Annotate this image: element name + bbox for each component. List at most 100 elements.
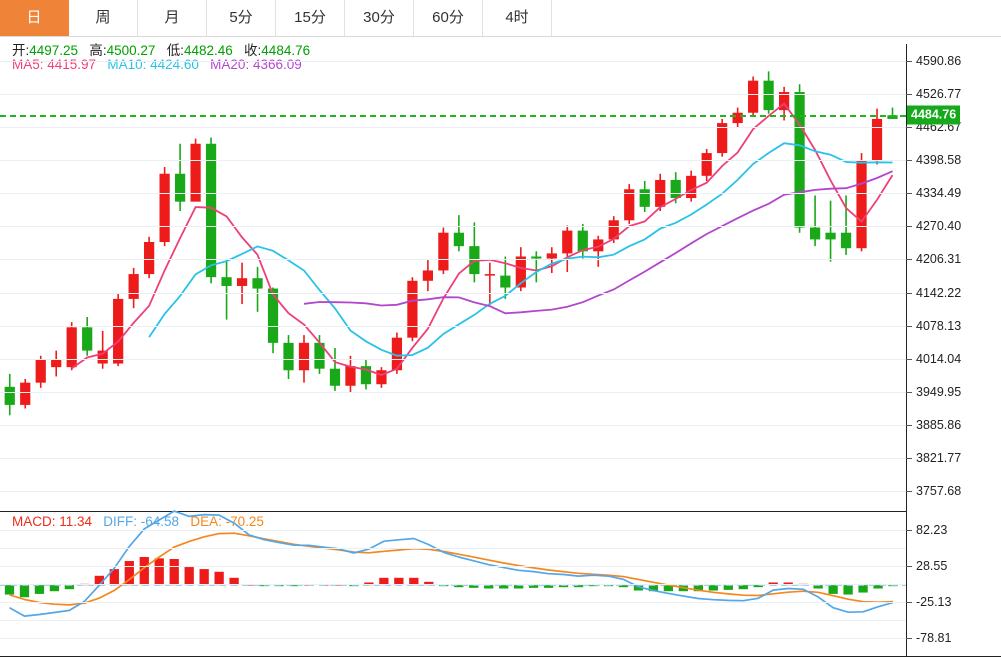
macd-bar [424, 581, 434, 586]
price-axis-label: 4590.86 [916, 54, 962, 68]
macd-bar [588, 585, 599, 587]
gridline [0, 226, 906, 227]
macd-bar [708, 585, 718, 591]
candle-body [670, 179, 681, 199]
ma10-line [148, 142, 893, 357]
macd-bar [813, 585, 823, 589]
price-axis-label: 4142.22 [916, 286, 962, 300]
price-axis-label: 3885.86 [916, 418, 962, 432]
low-label: 低: [166, 43, 184, 58]
macd-bar [244, 584, 254, 586]
macd-bar [618, 585, 629, 588]
macd-bar [514, 585, 524, 589]
candle-body [128, 274, 139, 299]
macd-bar [34, 585, 45, 594]
quote-header: 开:4497.25 高:4500.27 低:4482.46 收:4484.76 … [0, 38, 1001, 74]
macd-bar [394, 577, 404, 586]
ma10-legend: MA10: 4424.60 [107, 57, 199, 72]
candle-body [500, 275, 511, 288]
axis-tick [906, 359, 912, 360]
candle-body [639, 189, 650, 207]
candle-body [283, 342, 294, 371]
macd-bar [828, 585, 838, 594]
macd-bar [4, 585, 15, 595]
candle-body [515, 256, 526, 288]
macd-bar [364, 582, 374, 586]
price-chart-pane[interactable] [0, 44, 906, 508]
axis-tick [906, 491, 912, 492]
price-axis-label: 3821.77 [916, 451, 962, 465]
candle-body [856, 160, 867, 249]
macd-bar [229, 577, 239, 586]
candle-body [144, 242, 155, 275]
tab-30min[interactable]: 30分 [345, 0, 414, 36]
ma-legend: MA5: 4415.97 MA10: 4424.60 MA20: 4366.09 [12, 57, 302, 72]
low-value: 4482.46 [183, 43, 233, 58]
tab-60min[interactable]: 60分 [414, 0, 483, 36]
tab-week[interactable]: 周 [69, 0, 138, 36]
candle-body [51, 359, 62, 368]
candle-body [732, 112, 743, 124]
tab-15min[interactable]: 15分 [276, 0, 345, 36]
axis-tick [906, 638, 912, 639]
candle-body [593, 239, 604, 252]
macd-legend: MACD: 11.34 DIFF: -64.58 DEA: -70.25 [12, 514, 264, 529]
candle-body [686, 175, 697, 199]
candle-body [391, 337, 403, 371]
macd-bar [19, 585, 30, 598]
candle-body [97, 350, 108, 364]
macd-value: MACD: 11.34 [12, 514, 93, 529]
candle-body [267, 288, 279, 343]
candle-body [252, 278, 263, 289]
diff-value: DIFF: -64.58 [103, 514, 180, 529]
macd-bar [289, 585, 299, 587]
open-label: 开: [12, 43, 30, 58]
ma5-legend: MA5: 4415.97 [12, 57, 97, 72]
axis-tick [906, 392, 912, 393]
gridline [0, 259, 906, 260]
candle-body [577, 230, 588, 252]
candle-body [298, 342, 310, 371]
gridline [0, 359, 906, 360]
candle-body [345, 366, 356, 386]
macd-bar [64, 585, 75, 590]
gridline [0, 94, 906, 95]
candle-body [113, 298, 124, 364]
price-axis-label: 4398.58 [916, 153, 962, 167]
tab-month[interactable]: 月 [138, 0, 207, 36]
macd-bar [469, 585, 479, 588]
macd-histogram [0, 510, 906, 617]
candle-body [66, 327, 77, 368]
macd-bar [723, 585, 733, 590]
candle-body [376, 370, 387, 385]
price-axis-label: 4014.04 [916, 352, 962, 366]
macd-axis-label: -25.13 [916, 595, 952, 609]
axis-tick [906, 94, 912, 95]
macd-bar [379, 577, 389, 586]
macd-bar [783, 582, 793, 586]
candle-body [314, 342, 325, 369]
dea-value: DEA: -70.25 [190, 514, 264, 529]
axis-tick [906, 530, 912, 531]
tab-5min[interactable]: 5分 [207, 0, 276, 36]
macd-axis-label: 28.55 [916, 559, 948, 573]
macd-bar [573, 585, 584, 588]
tab-4hour[interactable]: 4时 [483, 0, 552, 36]
gridline [0, 326, 906, 327]
open-value: 4497.25 [29, 43, 79, 58]
candle-body [438, 232, 449, 271]
gridline [0, 491, 906, 492]
ma5-line [71, 102, 894, 376]
tab-day[interactable]: 日 [0, 0, 69, 36]
gridline [0, 530, 906, 531]
gridline [0, 638, 906, 639]
candle-body [887, 115, 898, 119]
candle-body [236, 278, 248, 286]
macd-chart-pane[interactable] [0, 510, 906, 656]
tabbar-filler [552, 0, 1001, 36]
candle-body [221, 277, 232, 286]
candle-body [205, 143, 217, 278]
macd-bar [738, 585, 748, 590]
high-label: 高: [89, 43, 107, 58]
